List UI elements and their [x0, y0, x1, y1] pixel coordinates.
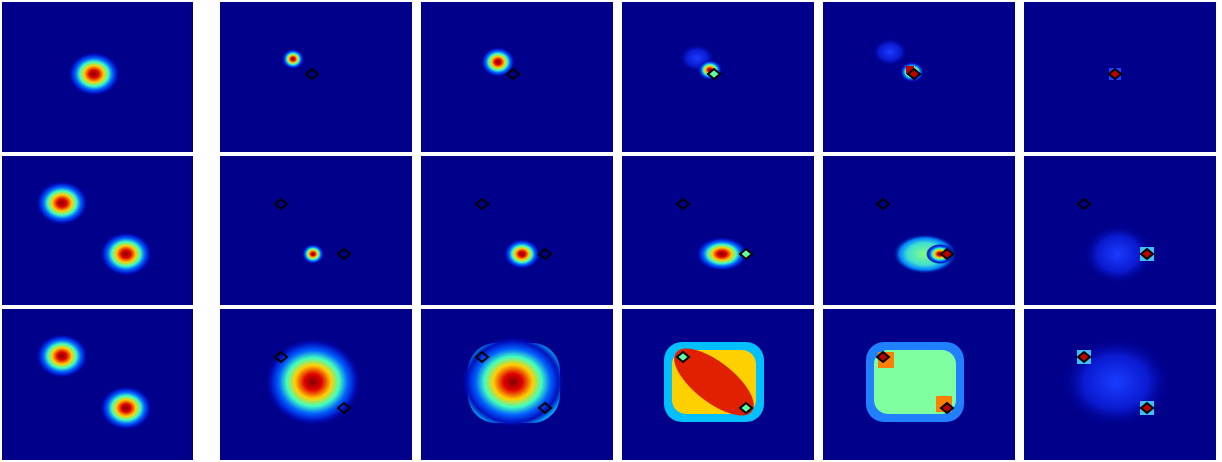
diamond-marker [1076, 197, 1092, 211]
panel [2, 309, 193, 460]
diamond-marker [1139, 247, 1155, 261]
diamond-marker [505, 67, 521, 81]
heat-blob [100, 386, 152, 430]
heat-blob [282, 49, 304, 69]
diamond-marker [939, 247, 955, 261]
heat-blob [302, 244, 324, 264]
heat-blob [461, 336, 565, 428]
heat-blob [36, 334, 88, 378]
diamond-marker [939, 401, 955, 415]
diamond-marker [706, 67, 722, 81]
diamond-marker [738, 401, 754, 415]
diamond-marker [875, 197, 891, 211]
diamond-marker [336, 247, 352, 261]
diamond-marker [474, 350, 490, 364]
heat-blob [504, 239, 540, 269]
heat-blob [893, 234, 957, 274]
heat-blob [674, 348, 754, 416]
heat-blob [68, 52, 120, 96]
diamond-marker [304, 67, 320, 81]
diamond-marker [1139, 401, 1155, 415]
panel [2, 156, 193, 305]
diamond-marker [875, 350, 891, 364]
heat-blob [100, 232, 152, 276]
diamond-marker [537, 247, 553, 261]
heat-region [874, 350, 956, 414]
panel [421, 156, 613, 305]
heat-blob [265, 338, 361, 426]
diamond-marker [738, 247, 754, 261]
diamond-marker [1107, 67, 1123, 81]
panel [823, 156, 1015, 305]
panel [220, 2, 412, 152]
heat-blob [698, 60, 722, 80]
diamond-marker [273, 350, 289, 364]
diamond-marker [675, 197, 691, 211]
diamond-marker [1076, 350, 1092, 364]
heat-blob [696, 237, 748, 271]
heat-blob [1083, 224, 1153, 284]
diamond-marker [474, 197, 490, 211]
heat-blob [481, 47, 515, 77]
diamond-marker [675, 350, 691, 364]
diamond-marker [336, 401, 352, 415]
heat-blob [872, 38, 908, 66]
heat-cell [906, 66, 914, 74]
diamond-marker [273, 197, 289, 211]
heat-blob [36, 181, 88, 225]
diamond-marker [906, 67, 922, 81]
panel [622, 156, 814, 305]
panel [421, 2, 613, 152]
diamond-marker [537, 401, 553, 415]
panel [220, 156, 412, 305]
